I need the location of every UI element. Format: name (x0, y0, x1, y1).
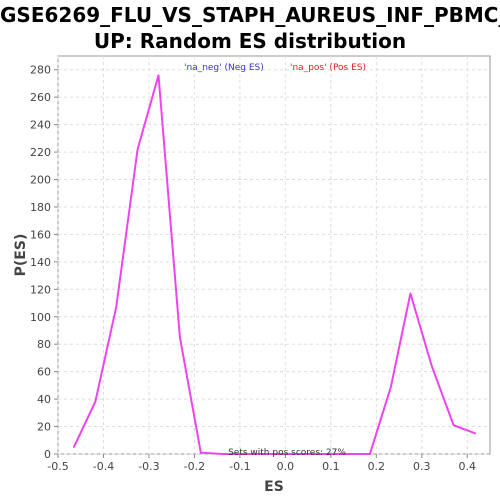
series-line (72, 74, 476, 455)
data-point (115, 306, 118, 308)
data-point (452, 424, 455, 426)
data-point (157, 74, 160, 77)
data-point (199, 451, 202, 454)
series-layer (72, 74, 477, 455)
x-tick-label: -0.2 (184, 460, 205, 473)
x-tick-label: -0.3 (138, 460, 159, 473)
pos-scores-annotation: Sets with pos scores: 27% (228, 448, 346, 458)
x-tick-label: -0.1 (229, 460, 250, 473)
y-tick-label: 20 (37, 421, 51, 434)
y-tick-label: 120 (30, 283, 51, 296)
chart-title-line2: UP: Random ES distribution (93, 29, 407, 53)
data-point (179, 336, 181, 339)
y-tick-label: 220 (30, 146, 51, 159)
legend-entry: 'na_neg' (Neg ES) (184, 63, 264, 73)
x-axis-label: ES (264, 479, 284, 495)
y-tick-label: 80 (37, 338, 51, 351)
plot-frame (57, 55, 491, 455)
y-tick-label: 160 (30, 228, 51, 241)
data-point (305, 453, 308, 455)
y-tick-label: 260 (30, 91, 51, 104)
data-point (390, 385, 392, 388)
x-tick-label: 0.1 (322, 460, 340, 473)
x-tick-label: 0.3 (413, 460, 431, 473)
x-tick-label: -0.4 (93, 460, 114, 473)
y-tick-label: 240 (30, 119, 51, 132)
x-tick-label: 0.4 (459, 460, 477, 473)
data-point (221, 453, 223, 455)
y-tick-label: 140 (30, 256, 51, 269)
data-point (430, 365, 433, 367)
data-point (409, 292, 412, 295)
x-tick-label: 0.0 (277, 460, 295, 473)
y-tick-label: 200 (30, 174, 51, 187)
y-tick-label: 40 (37, 393, 51, 406)
data-point (369, 453, 371, 455)
grid-lines (57, 56, 490, 455)
y-tick-label: 100 (30, 311, 51, 324)
data-point (94, 401, 97, 403)
plot-area (57, 55, 491, 455)
data-point (284, 453, 287, 455)
y-tick-label: 60 (37, 366, 51, 379)
legend-entry: 'na_pos' (Pos ES) (290, 63, 366, 73)
label-layer: -0.5 -0.4 -0.3 -0.2 -0.1 0.0 0.1 0.2 0.3 0.4 0 20 40… (13, 63, 476, 495)
chart-title-line1: GSE6269_FLU_VS_STAPH_AUREUS_INF_PBMC_ (0, 3, 500, 27)
data-point (73, 446, 75, 448)
data-point (242, 453, 244, 455)
data-point (326, 453, 329, 455)
x-tick-label: 0.2 (368, 460, 386, 473)
data-point (263, 453, 266, 455)
y-tick-label: 180 (30, 201, 51, 214)
y-tick-label: 280 (30, 64, 51, 77)
y-tick-label: 0 (44, 448, 51, 461)
axes (54, 69, 468, 458)
data-point (136, 148, 139, 151)
data-point (347, 453, 350, 455)
data-point (474, 432, 477, 435)
x-tick-label: -0.5 (47, 460, 68, 473)
y-axis-label: P(ES) (13, 234, 29, 277)
